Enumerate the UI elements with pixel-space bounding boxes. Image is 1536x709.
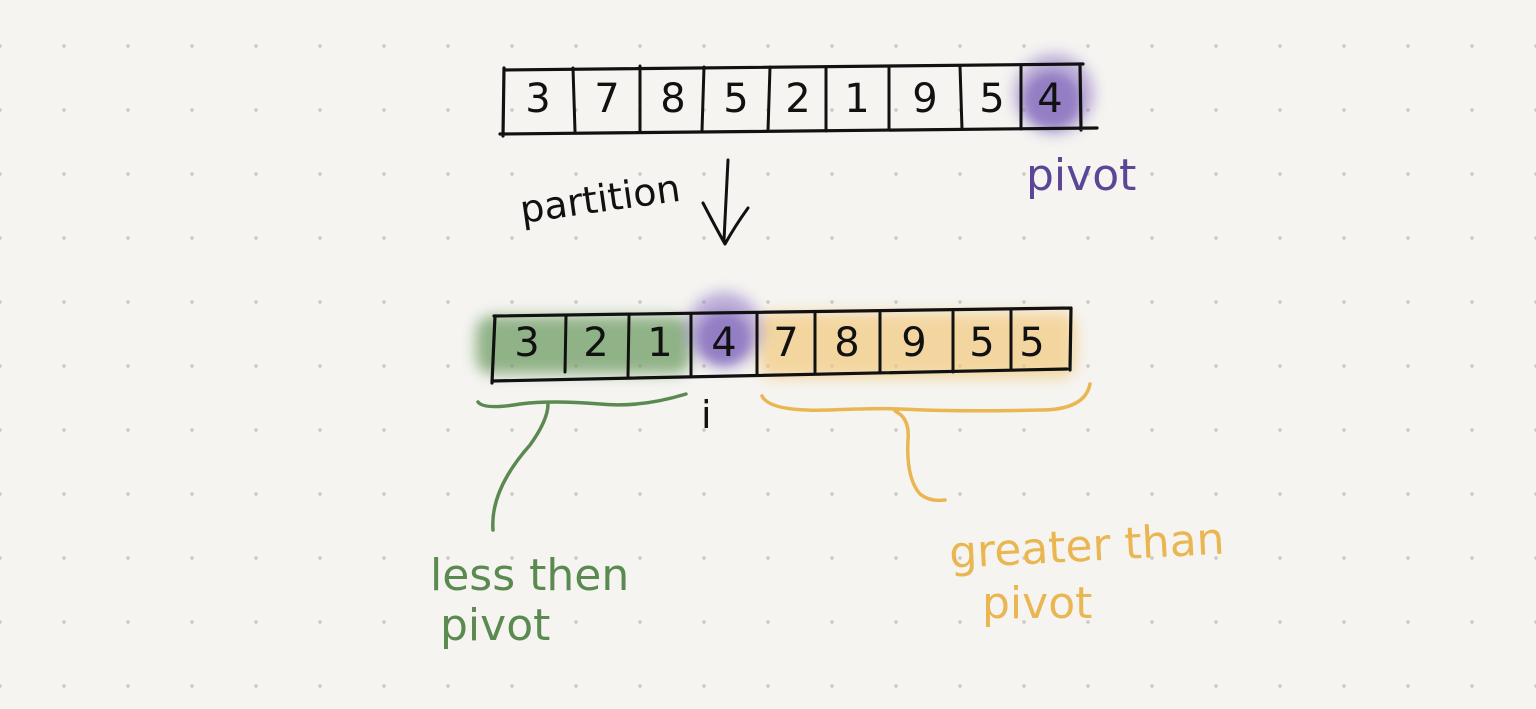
index-marker: i xyxy=(701,393,712,437)
less-than-brace xyxy=(476,392,688,532)
greater-than-brace xyxy=(760,382,1092,503)
greater-than-label-line1: greater than xyxy=(948,514,1226,579)
bottom-cell-0: 3 xyxy=(514,320,539,366)
bottom-cell-4: 7 xyxy=(773,320,798,366)
top-array-dividers xyxy=(571,64,1023,133)
top-array-outline xyxy=(498,62,1099,138)
bottom-cell-8: 5 xyxy=(1019,320,1044,366)
top-cell-0: 3 xyxy=(525,76,550,122)
greater-than-label-line2: pivot xyxy=(982,578,1092,629)
top-cell-8: 4 xyxy=(1037,76,1062,122)
less-than-label-line2: pivot xyxy=(440,600,550,651)
bottom-cell-1: 2 xyxy=(583,320,608,366)
bottom-cell-7: 5 xyxy=(969,320,994,366)
bottom-cell-3: 4 xyxy=(711,320,736,366)
less-than-label-line1: less then xyxy=(430,550,629,601)
top-cell-6: 9 xyxy=(912,76,937,122)
top-cell-2: 8 xyxy=(660,76,685,122)
top-cell-4: 2 xyxy=(785,76,810,122)
bottom-cell-6: 9 xyxy=(901,320,926,366)
bottom-array-outline xyxy=(490,306,1073,385)
top-pivot-highlight xyxy=(1014,54,1094,134)
partition-label: partition xyxy=(517,166,683,232)
top-cell-3: 5 xyxy=(723,76,748,122)
top-cell-5: 1 xyxy=(844,76,869,122)
pivot-label: pivot xyxy=(1026,150,1136,201)
top-cell-1: 7 xyxy=(594,76,619,122)
partition-arrow xyxy=(701,158,750,246)
bottom-cell-5: 8 xyxy=(834,320,859,366)
top-cell-7: 5 xyxy=(979,76,1004,122)
bottom-cell-2: 1 xyxy=(647,320,672,366)
bottom-array-dividers xyxy=(563,309,1013,378)
less-than-highlight xyxy=(476,316,691,374)
greater-than-highlight xyxy=(758,312,1076,378)
